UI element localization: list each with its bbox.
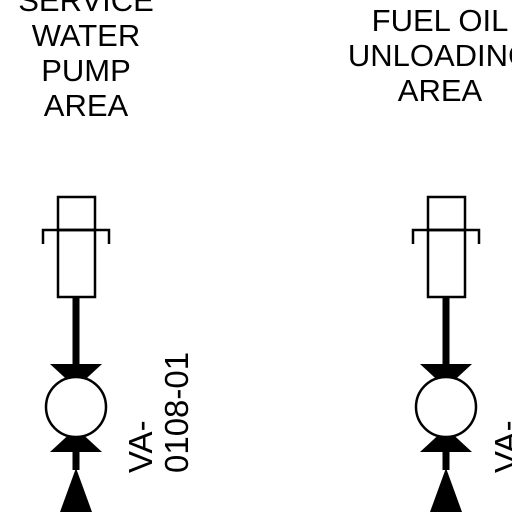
area-label-line: AREA <box>43 88 129 123</box>
area-label-line: SERVICE <box>18 0 154 18</box>
ball-valve-symbol-right <box>414 364 478 452</box>
flow-arrow-left <box>60 468 92 512</box>
flow-arrow-right <box>430 468 462 512</box>
hose-connection-symbol-left <box>41 195 111 299</box>
valve-ball <box>414 375 478 439</box>
connection-bracket <box>411 228 481 244</box>
connection-body <box>56 228 97 299</box>
ball-valve-symbol-left <box>44 364 108 452</box>
valve-tag-line: VA- <box>488 420 512 473</box>
area-label-line: FUEL OIL <box>371 3 509 38</box>
connection-bracket <box>41 228 111 244</box>
hose-connection-symbol-right <box>411 195 481 299</box>
valve-tag-left: VA- 0108-01 <box>122 351 195 473</box>
connection-cap <box>56 195 97 232</box>
service-water-pump-area-label: SERVICE WATER PUMP AREA <box>6 0 166 123</box>
valve-triangle-bottom <box>50 428 102 452</box>
area-label-line: UNLOADING <box>347 38 512 73</box>
connection-body <box>426 228 467 299</box>
valve-ball <box>44 375 108 439</box>
area-label-line: AREA <box>397 73 483 108</box>
valve-tag-line: VA- <box>122 420 159 473</box>
fuel-oil-unloading-area-label: FUEL OIL UNLOADING AREA <box>322 3 512 108</box>
connection-cap <box>426 195 467 232</box>
area-label-line: PUMP <box>41 53 131 88</box>
valve-tag-line: 0108-01 <box>158 351 195 473</box>
area-label-line: WATER <box>31 18 141 53</box>
valve-triangle-bottom <box>420 428 472 452</box>
valve-tag-right: VA- <box>488 420 512 473</box>
